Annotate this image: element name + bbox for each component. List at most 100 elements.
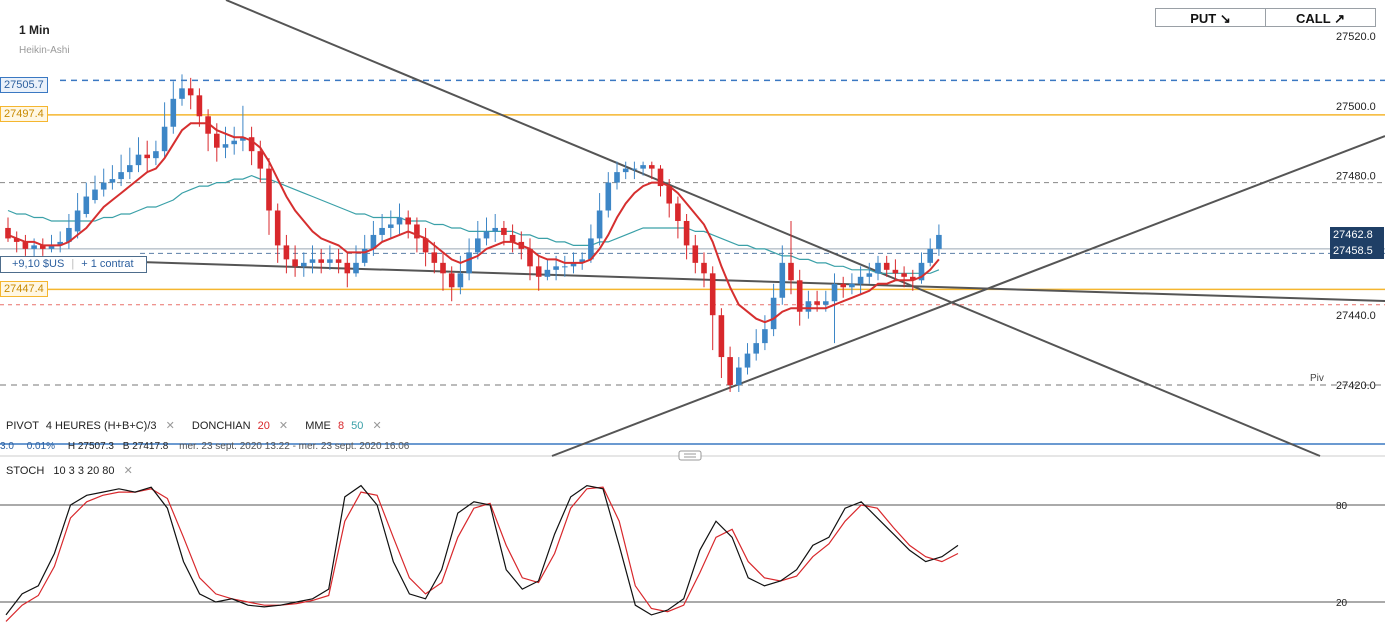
candle-body — [74, 210, 81, 232]
info-change: 3.0 — [0, 441, 14, 452]
candle-body — [770, 297, 777, 330]
mme-indicator-name[interactable]: MME — [305, 420, 331, 432]
pivot-remove-icon[interactable]: ✕ — [165, 420, 175, 432]
candle-body — [718, 315, 725, 358]
candle-body — [570, 262, 577, 267]
candle-body — [205, 116, 211, 134]
candle-body — [544, 269, 551, 277]
candle-body — [161, 126, 168, 152]
stoch-legend: STOCH 10 3 3 20 80 ✕ — [6, 464, 133, 477]
candle-body — [222, 144, 229, 148]
price-axis-tick: 27500.0 — [1336, 101, 1376, 113]
candle-body — [936, 234, 942, 249]
candle-body — [910, 276, 916, 281]
chart-style-label: Heikin-Ashi — [19, 45, 70, 56]
candle-body — [588, 238, 594, 260]
current-price-label-1: 27462.8 — [1330, 227, 1384, 243]
put-button[interactable]: PUT ↘ — [1155, 8, 1266, 27]
candle-body — [483, 231, 490, 239]
candle-body — [5, 227, 11, 239]
candle-body — [857, 276, 864, 284]
candle-body — [640, 165, 646, 169]
info-high: H 27507.3 — [67, 441, 114, 452]
candle-body — [649, 165, 655, 169]
candle-body — [675, 203, 681, 221]
donchian-period: 20 — [257, 420, 270, 432]
candle-body — [631, 168, 638, 170]
stoch-indicator-name[interactable]: STOCH — [6, 465, 45, 477]
candle-body — [135, 154, 142, 166]
candle-body — [492, 227, 498, 232]
candle-body — [466, 252, 472, 274]
candle-body — [301, 262, 307, 267]
candle-body — [509, 234, 516, 242]
candle-body — [100, 182, 107, 190]
candle-body — [396, 217, 403, 225]
current-price-label-2: 27458.5 — [1330, 243, 1384, 259]
candle-body — [875, 262, 881, 274]
candle-body — [622, 168, 629, 173]
price-label-upper-orange: 27497.4 — [0, 106, 48, 122]
candle-body — [353, 262, 359, 274]
candle-body — [309, 259, 316, 263]
candle-body — [553, 266, 559, 270]
candle-body — [179, 88, 185, 99]
candle-body — [814, 301, 820, 305]
candle-body — [153, 151, 159, 159]
candle-body — [692, 245, 699, 263]
candle-body — [501, 227, 507, 235]
candle-body — [918, 262, 925, 281]
candle-body — [701, 262, 707, 274]
candle-body — [257, 151, 264, 169]
candle-body — [883, 262, 890, 270]
pivot-indicator-name[interactable]: PIVOT — [6, 420, 39, 432]
timeframe-label: 1 Min — [19, 23, 50, 37]
indicator-legend: PIVOT 4 HEURES (H+B+C)/3 ✕ DONCHIAN 20 ✕… — [6, 419, 396, 432]
candle-body — [866, 273, 873, 277]
candle-body — [440, 262, 446, 274]
candle-body — [283, 245, 290, 260]
candle-body — [370, 234, 377, 249]
candle-body — [214, 133, 220, 148]
candle-body — [40, 245, 46, 249]
candle-body — [31, 245, 37, 249]
candle-body — [779, 262, 786, 298]
candle-body — [335, 259, 342, 263]
candle-body — [92, 189, 98, 201]
candle-body — [379, 227, 385, 235]
candle-body — [231, 140, 237, 145]
donchian-remove-icon[interactable]: ✕ — [278, 420, 289, 432]
candle-body — [535, 266, 542, 277]
ema-50-line — [7, 174, 940, 274]
candle-body — [744, 353, 751, 368]
candle-body — [840, 283, 846, 288]
candle-body — [849, 283, 855, 288]
candle-body — [457, 273, 464, 288]
position-badge[interactable]: +9,10 $US | + 1 contrat — [0, 256, 147, 273]
candle-body — [892, 269, 899, 274]
price-axis-tick: 27420.0 — [1336, 380, 1376, 392]
candle-body — [422, 238, 429, 253]
mme-fast-period: 8 — [337, 420, 345, 432]
ema-8-line — [7, 122, 940, 324]
candle-body — [83, 196, 90, 214]
pivot-line-label: Piv — [1310, 373, 1324, 384]
candle-body — [57, 241, 63, 246]
stoch-remove-icon[interactable]: ✕ — [123, 465, 133, 477]
candle-body — [666, 186, 672, 204]
candle-body — [327, 259, 333, 263]
info-low: B 27417.8 — [122, 441, 169, 452]
candle-body — [48, 245, 55, 249]
position-pnl: +9,10 $US — [12, 258, 65, 270]
candle-body — [187, 88, 194, 96]
donchian-indicator-name[interactable]: DONCHIAN — [191, 420, 251, 432]
candle-body — [22, 241, 29, 249]
position-size: + 1 contrat — [81, 258, 134, 270]
candle-body — [927, 248, 933, 263]
call-button[interactable]: CALL ↗ — [1265, 8, 1376, 27]
candle-body — [736, 367, 742, 385]
mme-remove-icon[interactable]: ✕ — [372, 420, 382, 432]
candle-body — [118, 172, 124, 180]
price-axis-tick: 27520.0 — [1336, 31, 1376, 43]
